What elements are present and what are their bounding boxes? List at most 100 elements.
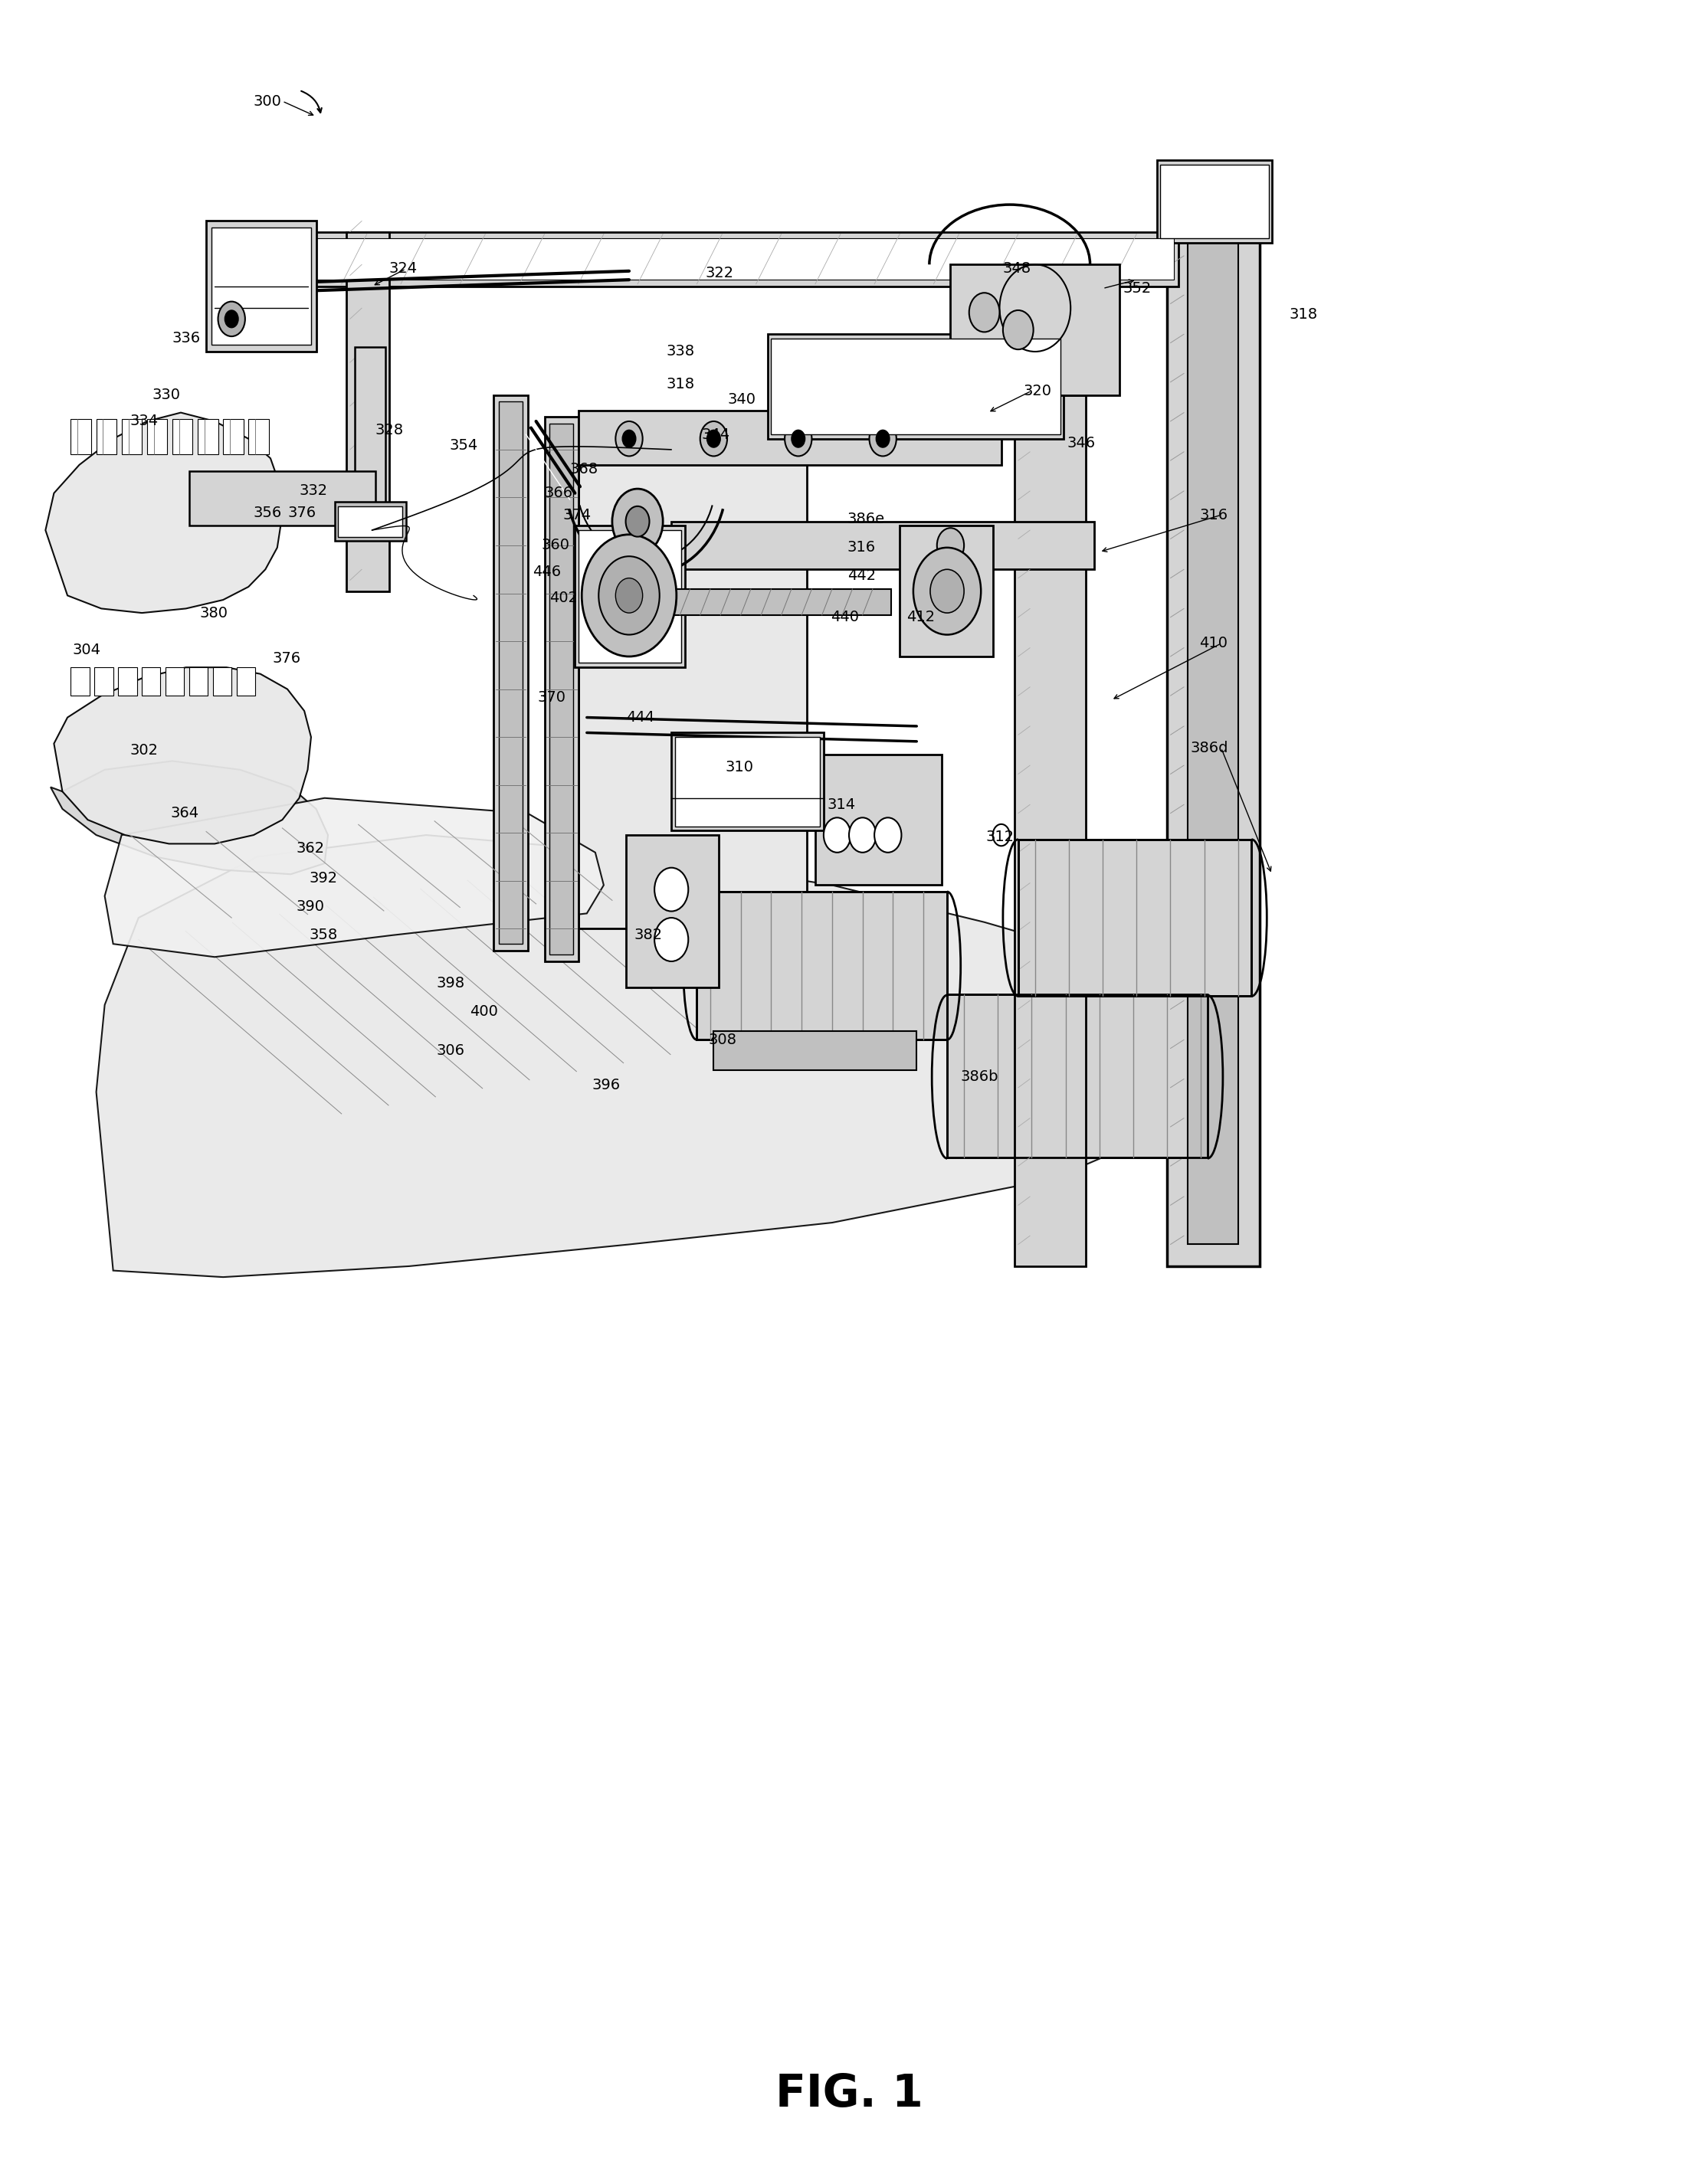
Text: 382: 382 — [633, 928, 662, 943]
Text: 360: 360 — [542, 537, 569, 553]
Circle shape — [791, 430, 805, 448]
Polygon shape — [97, 834, 1255, 1278]
Circle shape — [654, 917, 688, 961]
Text: 302: 302 — [131, 743, 158, 758]
Circle shape — [914, 548, 981, 636]
Polygon shape — [46, 413, 282, 614]
Circle shape — [824, 817, 851, 852]
Text: 392: 392 — [309, 871, 338, 887]
Text: 316: 316 — [847, 539, 876, 555]
Bar — [499, 402, 523, 943]
Bar — [71, 419, 92, 454]
Text: 396: 396 — [593, 1079, 620, 1092]
Polygon shape — [105, 797, 604, 957]
Bar — [188, 472, 375, 526]
Bar — [188, 668, 207, 697]
Text: 300: 300 — [253, 94, 282, 109]
Text: 352: 352 — [1122, 282, 1151, 295]
Circle shape — [993, 823, 1010, 845]
Bar — [674, 736, 820, 826]
Polygon shape — [54, 668, 311, 843]
Bar — [119, 668, 138, 697]
Polygon shape — [696, 891, 947, 1040]
Text: 312: 312 — [987, 830, 1014, 845]
Text: 400: 400 — [470, 1005, 498, 1018]
Bar — [197, 419, 217, 454]
Text: 306: 306 — [436, 1044, 465, 1057]
Polygon shape — [1019, 839, 1251, 996]
Bar — [335, 502, 406, 542]
Bar — [236, 668, 255, 697]
Bar — [713, 1031, 917, 1070]
Text: 328: 328 — [375, 424, 404, 437]
Text: 362: 362 — [295, 841, 324, 856]
Bar — [579, 411, 1002, 465]
Bar — [671, 522, 1094, 570]
Bar — [205, 221, 316, 352]
Text: 386e: 386e — [847, 511, 885, 526]
Circle shape — [217, 301, 245, 336]
Text: 366: 366 — [545, 485, 572, 500]
Bar — [346, 232, 389, 592]
Text: FIG. 1: FIG. 1 — [776, 2073, 922, 2116]
Circle shape — [849, 817, 876, 852]
Circle shape — [970, 293, 1000, 332]
Bar — [148, 419, 168, 454]
Bar — [97, 419, 117, 454]
Bar — [1187, 242, 1238, 1245]
Circle shape — [931, 570, 964, 614]
Bar — [550, 424, 574, 954]
Circle shape — [937, 529, 964, 563]
Text: 370: 370 — [538, 690, 565, 705]
Text: 354: 354 — [450, 439, 479, 452]
Text: 358: 358 — [309, 928, 338, 943]
Circle shape — [613, 489, 662, 555]
Text: 324: 324 — [389, 262, 418, 275]
Bar — [173, 419, 192, 454]
Bar — [95, 668, 114, 697]
Bar — [1167, 221, 1260, 1267]
Bar — [212, 668, 231, 697]
Bar — [625, 834, 718, 987]
Text: 444: 444 — [625, 710, 654, 725]
Text: 334: 334 — [131, 415, 158, 428]
Text: 374: 374 — [564, 507, 591, 522]
Bar — [1015, 395, 1085, 1267]
Text: 364: 364 — [171, 806, 199, 821]
Text: 318: 318 — [1289, 308, 1318, 321]
Text: 348: 348 — [1004, 262, 1031, 275]
Text: 410: 410 — [1199, 636, 1228, 651]
Circle shape — [706, 430, 720, 448]
Circle shape — [1004, 310, 1034, 349]
Circle shape — [874, 817, 902, 852]
Circle shape — [784, 422, 812, 456]
Bar — [166, 668, 183, 697]
Bar — [1160, 164, 1268, 238]
Text: 310: 310 — [725, 760, 754, 775]
Circle shape — [625, 507, 649, 537]
Bar — [900, 526, 993, 657]
Bar — [222, 419, 243, 454]
Polygon shape — [51, 760, 328, 874]
Bar — [579, 439, 807, 928]
Bar — [771, 339, 1061, 435]
Bar — [248, 419, 268, 454]
Bar — [767, 334, 1065, 439]
Bar — [545, 417, 579, 961]
Circle shape — [876, 430, 890, 448]
Text: 304: 304 — [73, 642, 100, 657]
Bar — [338, 507, 402, 537]
Circle shape — [623, 430, 635, 448]
Text: 318: 318 — [666, 378, 694, 391]
Bar — [576, 526, 684, 668]
Text: 398: 398 — [436, 976, 465, 989]
Text: 320: 320 — [1024, 384, 1051, 397]
Text: 386b: 386b — [961, 1070, 998, 1083]
Circle shape — [654, 867, 688, 911]
Text: 314: 314 — [827, 797, 856, 812]
Text: 402: 402 — [550, 590, 577, 605]
Bar — [122, 419, 143, 454]
Text: 446: 446 — [533, 563, 560, 579]
Text: 390: 390 — [295, 900, 324, 915]
Text: 442: 442 — [847, 568, 876, 583]
